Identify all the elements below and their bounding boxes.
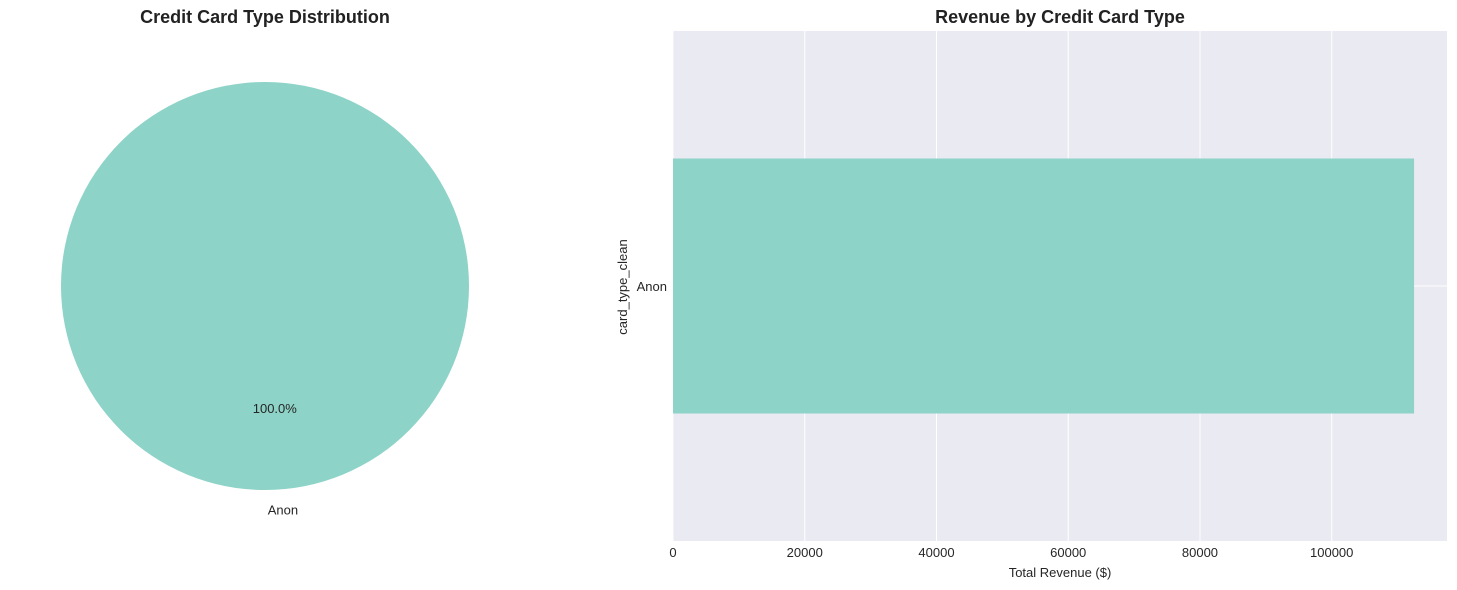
y-tick-label: Anon xyxy=(637,279,667,294)
pie-title: Credit Card Type Distribution xyxy=(140,7,390,27)
x-tick-label: 20000 xyxy=(787,545,823,560)
bar-title: Revenue by Credit Card Type xyxy=(935,7,1185,27)
x-tick-labels: 0 20000 40000 60000 80000 100000 xyxy=(669,545,1353,560)
pie-panel: Credit Card Type Distribution 100.0% Anon xyxy=(61,7,469,518)
bar-anon xyxy=(673,158,1415,414)
y-axis-label: card_type_clean xyxy=(615,239,630,334)
x-tick-label: 80000 xyxy=(1182,545,1218,560)
x-tick-label: 40000 xyxy=(918,545,954,560)
y-tick-labels: Anon xyxy=(637,279,667,294)
x-tick-label: 100000 xyxy=(1310,545,1353,560)
pie-slice-anon xyxy=(61,82,469,490)
bars xyxy=(673,158,1415,414)
x-tick-label: 60000 xyxy=(1050,545,1086,560)
x-axis-label: Total Revenue ($) xyxy=(1009,565,1112,580)
x-tick-label: 0 xyxy=(669,545,676,560)
bar-panel: Revenue by Credit Card Type 0 20000 40000 6… xyxy=(615,7,1447,580)
pie-slice-label: Anon xyxy=(268,503,298,518)
pie-pct-label: 100.0% xyxy=(253,401,298,416)
pie-slices: 100.0% Anon xyxy=(61,82,469,518)
